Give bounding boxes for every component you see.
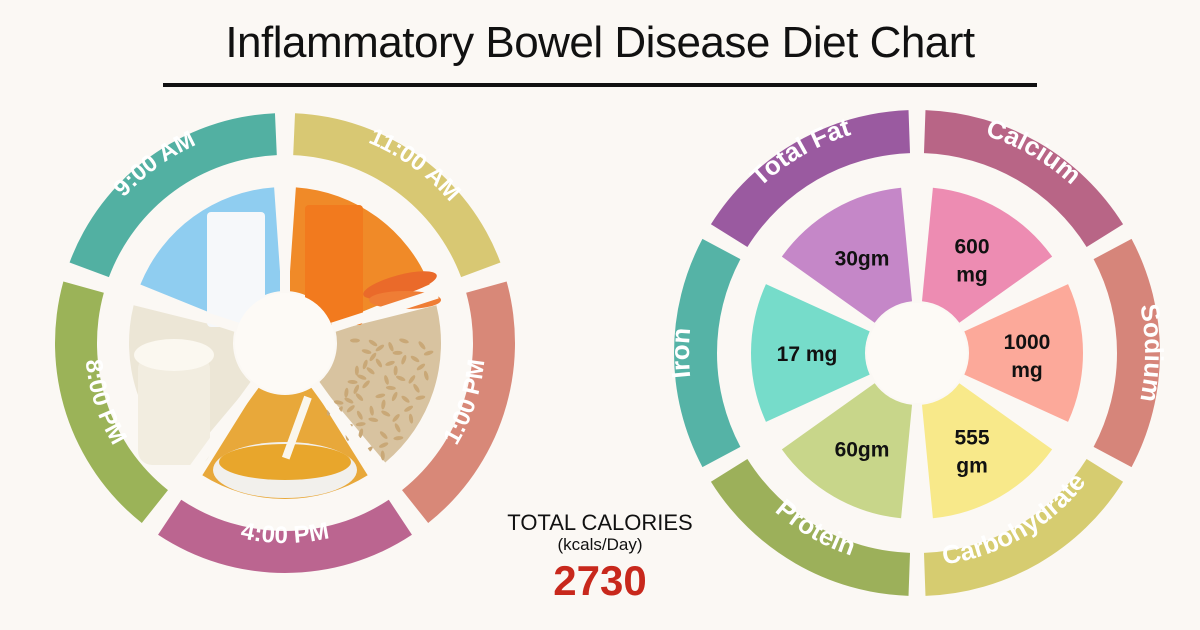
nutrient-label: Sodium — [1134, 301, 1169, 404]
nutrient-wheel: Calcium600mgSodium1000mgCarbohydrate555g… — [665, 110, 1169, 596]
nutrient-unit: mg — [956, 264, 988, 287]
meal-time-band — [158, 499, 412, 573]
nutrient-band-iron — [674, 238, 741, 468]
nutrient-label: Iron — [665, 327, 696, 380]
meal-schedule-wheel: 9:00 AM 11:00 AM1:00 PM4:00 PM8:00 PM — [55, 113, 515, 573]
nutrient-value: 1000 — [1004, 331, 1051, 354]
nutrient-wedge — [921, 187, 1053, 323]
nutrient-band-protein — [710, 458, 911, 596]
nutrient-band-total-fat — [710, 110, 911, 248]
nutrient-band-carbohydrate — [923, 458, 1124, 596]
total-calories-value: 2730 — [553, 557, 647, 604]
nutrient-wedge — [921, 383, 1053, 519]
nutrient-value: 60gm — [835, 438, 890, 461]
nutrient-value: 600 — [954, 236, 989, 259]
nutrient-wedge — [781, 187, 913, 323]
nutrient-value: 555 — [954, 426, 989, 449]
total-calories-unit: (kcals/Day) — [557, 535, 643, 554]
meal-time-band — [55, 281, 168, 523]
nutrient-wedge — [751, 284, 870, 422]
juice-glass-icon — [305, 205, 363, 325]
milk-glass-icon — [207, 212, 265, 327]
total-calories-label: TOTAL CALORIES — [507, 510, 693, 535]
title-underline — [163, 83, 1037, 87]
nutrient-unit: mg — [1011, 359, 1043, 382]
nutrient-wedge — [964, 284, 1084, 422]
meal-wheel-hub — [235, 293, 335, 393]
meal-time-band — [293, 113, 501, 278]
brown-rice-image — [318, 305, 441, 463]
nutrient-wedge — [781, 383, 913, 519]
nutrient-wheel-hub — [867, 303, 967, 403]
meal-time-band — [69, 113, 277, 278]
buttermilk-glass-icon — [138, 355, 210, 465]
nutrient-band-calcium — [923, 110, 1124, 248]
page-title: Inflammatory Bowel Disease Diet Chart — [225, 18, 975, 67]
nutrient-value: 17 mg — [777, 343, 838, 366]
nutrient-band-sodium — [1093, 238, 1160, 468]
meal-time-label: 4:00 PM — [239, 517, 331, 549]
meal-time-band — [402, 281, 515, 523]
nutrient-value: 30gm — [835, 248, 890, 271]
total-calories: TOTAL CALORIES (kcals/Day) 2730 — [480, 510, 720, 605]
carrot-icon — [363, 271, 437, 299]
nutrient-unit: gm — [956, 454, 988, 477]
